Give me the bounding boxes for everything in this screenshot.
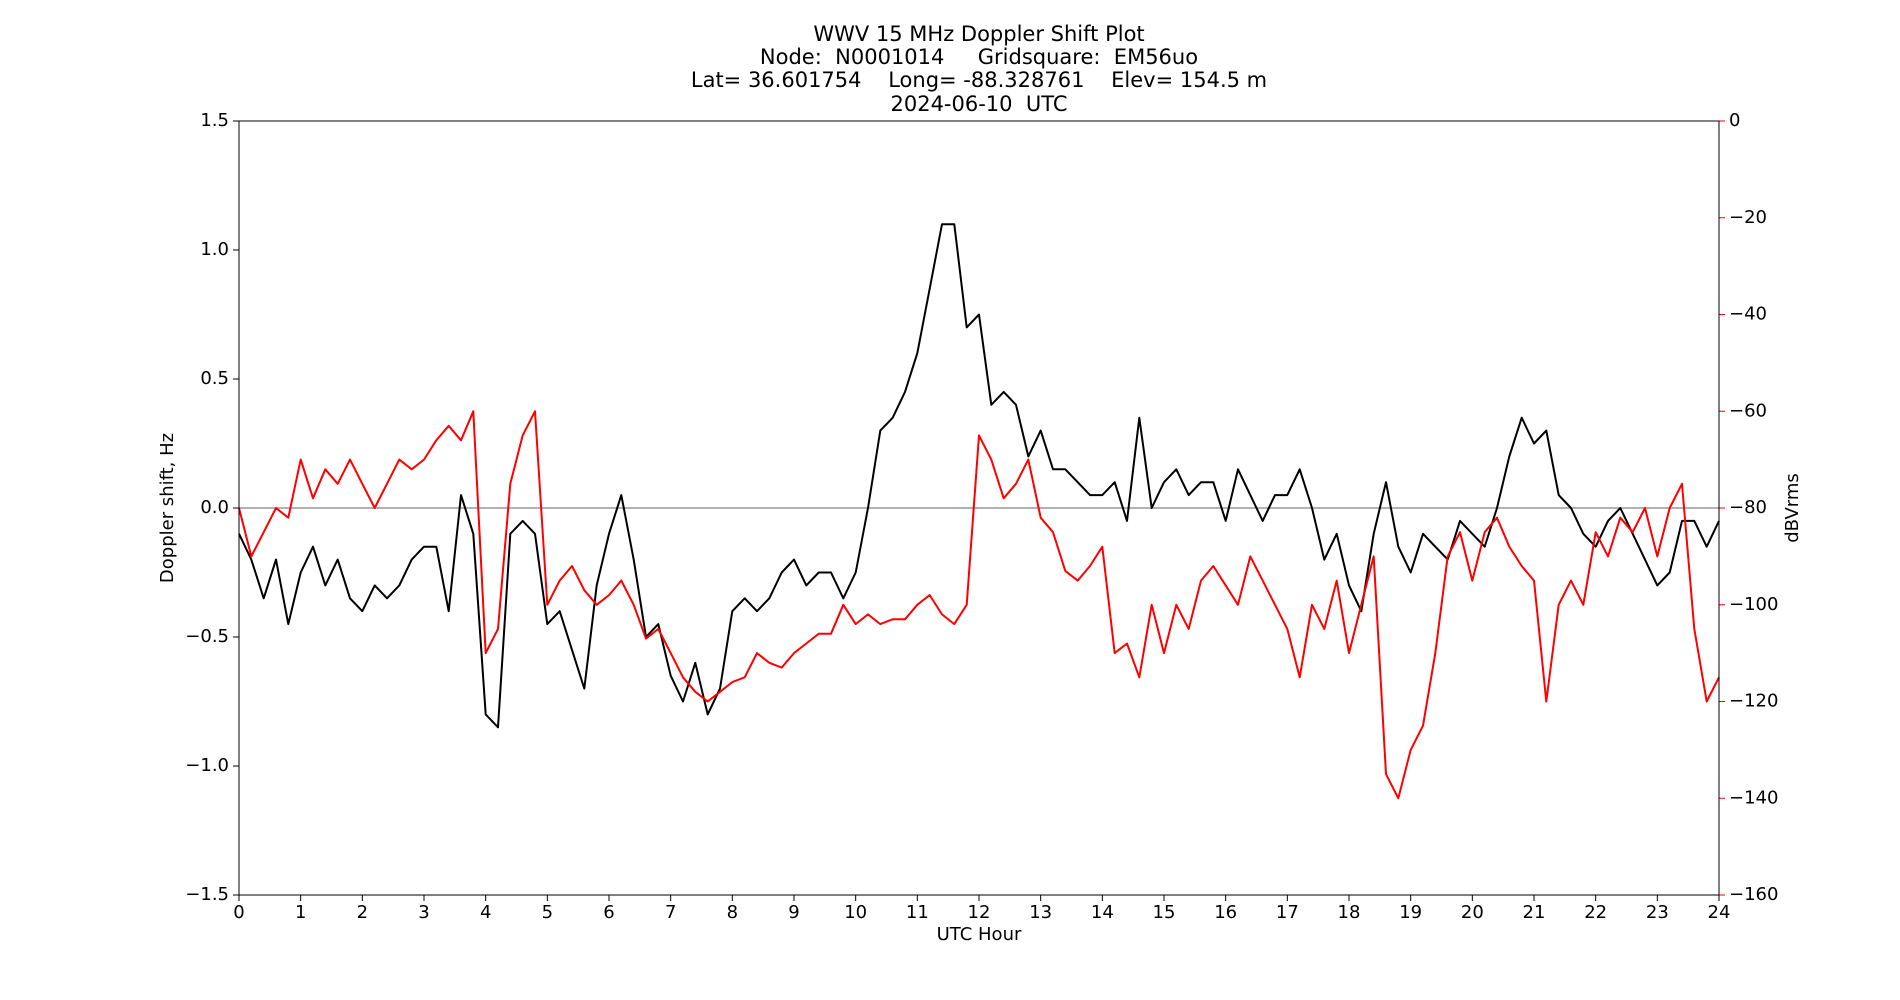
x-tick-label: 7 [665, 902, 676, 923]
x-tick-label: 2 [357, 902, 368, 923]
x-tick-label: 15 [1153, 902, 1176, 923]
x-tick-label: 9 [788, 902, 799, 923]
y-tick-label: −0.5 [185, 626, 229, 647]
y2-tick-label: −120 [1729, 691, 1778, 712]
x-tick-label: 12 [968, 902, 991, 923]
x-tick-label: 17 [1276, 902, 1299, 923]
x-axis-label: UTC Hour [937, 924, 1022, 945]
y2-axis-label: dBVrms [1782, 473, 1803, 543]
x-tick-label: 20 [1461, 902, 1484, 923]
y2-tick-label: −140 [1729, 787, 1778, 808]
x-tick-label: 22 [1584, 902, 1607, 923]
x-tick-label: 3 [418, 902, 429, 923]
y2-tick-label: −20 [1729, 207, 1767, 228]
x-tick-label: 0 [233, 902, 244, 923]
x-tick-label: 18 [1338, 902, 1361, 923]
x-tick-label: 5 [542, 902, 553, 923]
y-tick-label: 0.0 [200, 497, 229, 518]
x-tick-label: 1 [295, 902, 306, 923]
y2-tick-label: −60 [1729, 400, 1767, 421]
x-tick-label: 24 [1708, 902, 1731, 923]
y2-tick-label: 0 [1729, 110, 1740, 131]
x-tick-label: 10 [844, 902, 867, 923]
plot-frame [238, 120, 1720, 896]
y2-tick-label: −160 [1729, 884, 1778, 905]
x-tick-label: 23 [1646, 902, 1669, 923]
y2-tick-label: −100 [1729, 594, 1778, 615]
x-tick-label: 4 [480, 902, 491, 923]
x-tick-label: 19 [1399, 902, 1422, 923]
data-line [238, 223, 1720, 729]
chart-subtitle: Lat= 36.601754 Long= -88.328761 Elev= 15… [691, 68, 1267, 92]
chart-title: WWV 15 MHz Doppler Shift Plot [813, 22, 1144, 46]
y-tick-label: 1.0 [200, 239, 229, 260]
y2-tick-label: −40 [1729, 304, 1767, 325]
x-tick-label: 21 [1523, 902, 1546, 923]
chart-subtitle: Node: N0001014 Gridsquare: EM56uo [760, 45, 1198, 69]
y-tick-label: 0.5 [200, 368, 229, 389]
data-line [238, 410, 1720, 800]
x-tick-label: 16 [1214, 902, 1237, 923]
y2-tick-label: −80 [1729, 497, 1767, 518]
y-tick-label: 1.5 [200, 110, 229, 131]
y-tick-label: −1.0 [185, 755, 229, 776]
x-tick-label: 14 [1091, 902, 1114, 923]
x-tick-label: 8 [727, 902, 738, 923]
x-tick-label: 6 [603, 902, 614, 923]
x-tick-label: 11 [906, 902, 929, 923]
y-axis-label: Doppler shift, Hz [157, 433, 178, 583]
x-tick-label: 13 [1029, 902, 1052, 923]
chart-subtitle: 2024-06-10 UTC [890, 92, 1067, 116]
y-tick-label: −1.5 [185, 884, 229, 905]
